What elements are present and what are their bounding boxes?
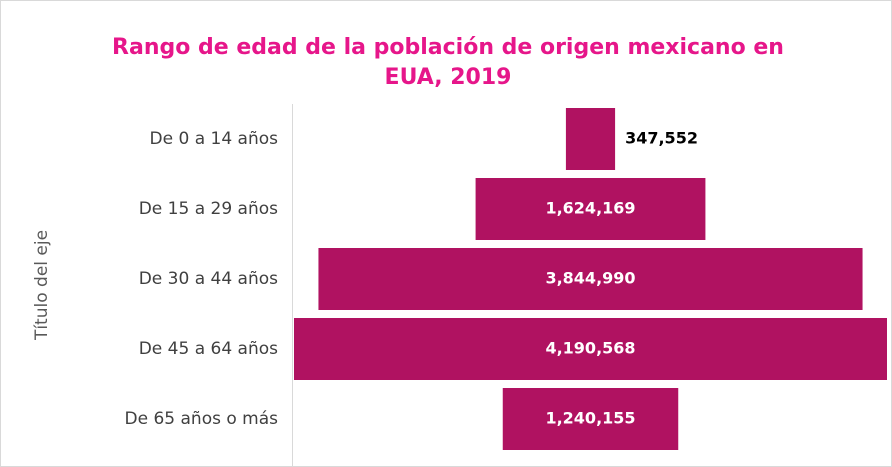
y-axis-title: Título del eje — [32, 230, 52, 341]
category-label: De 15 a 29 años — [139, 199, 278, 219]
data-label: 1,624,169 — [545, 199, 635, 218]
bar — [294, 318, 887, 380]
category-label: De 45 a 64 años — [139, 339, 278, 359]
bar — [475, 178, 706, 240]
data-label: 4,190,568 — [545, 339, 635, 358]
data-label: 347,552 — [625, 129, 698, 148]
category-label: De 30 a 44 años — [139, 269, 278, 289]
category-label: De 0 a 14 años — [150, 129, 279, 149]
bar — [318, 248, 863, 310]
data-label: 1,240,155 — [545, 409, 635, 428]
chart-title: Rango de edad de la población de origen … — [112, 35, 784, 90]
category-label: De 65 años o más — [125, 409, 279, 429]
data-label: 3,844,990 — [545, 269, 635, 288]
bar — [502, 388, 679, 450]
bar — [565, 108, 616, 170]
